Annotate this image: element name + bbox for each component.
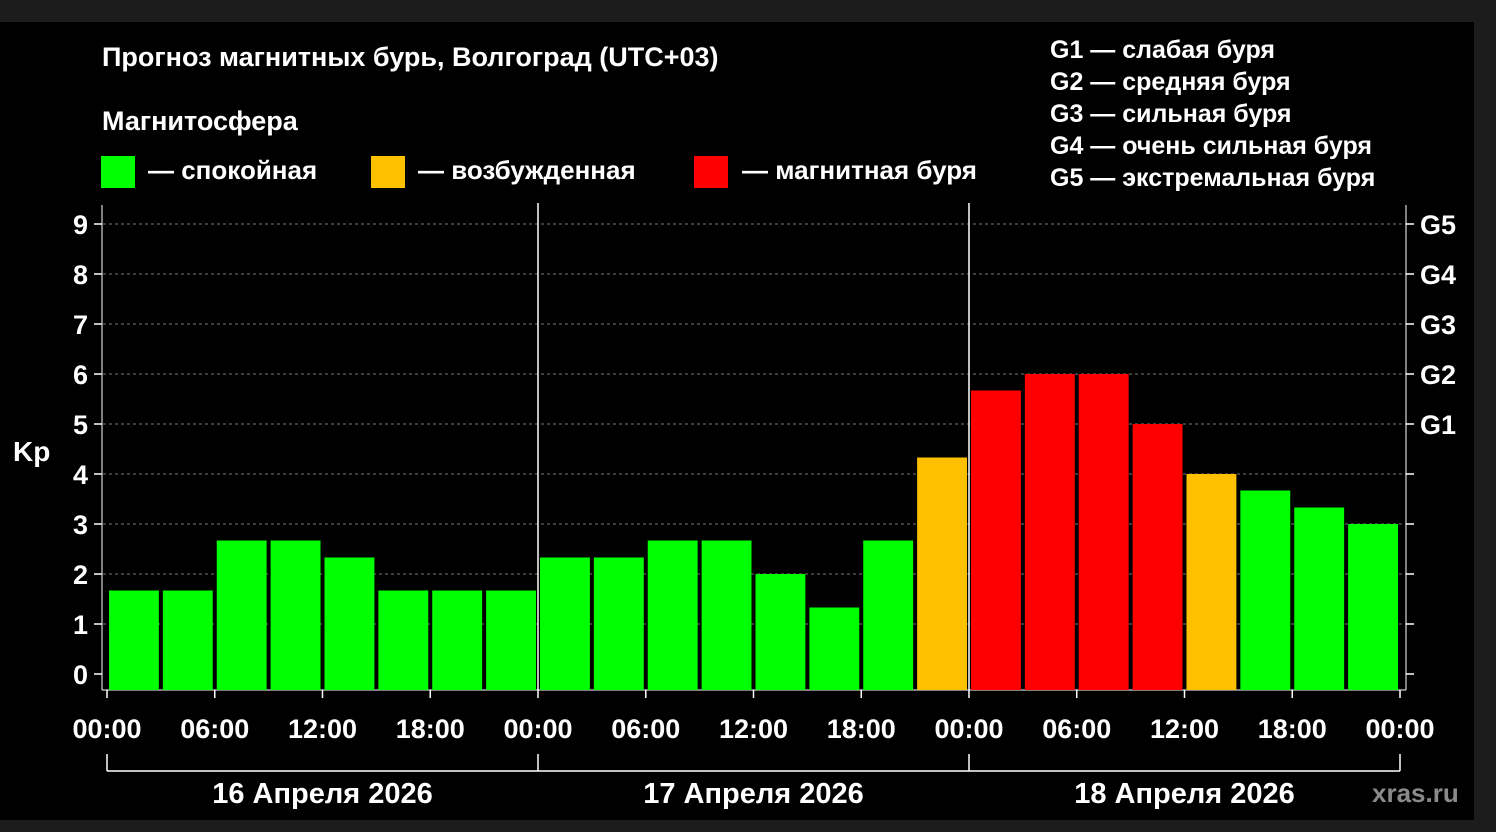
kp-bar	[270, 540, 321, 690]
y-tick-label: 8	[73, 260, 88, 290]
x-tick-label: 00:00	[503, 714, 572, 744]
kp-bar	[917, 457, 967, 690]
chart-subtitle: Магнитосфера	[102, 106, 298, 136]
y-tick-label: 2	[73, 560, 88, 590]
day-label: 17 Апреля 2026	[643, 778, 864, 810]
legend-swatch-excited	[371, 156, 405, 188]
y-tick-label: 1	[73, 610, 88, 640]
x-tick-label: 18:00	[396, 714, 465, 744]
x-tick-label: 00:00	[934, 714, 1003, 744]
legend-swatch-storm	[694, 156, 728, 188]
x-tick-label: 12:00	[1150, 714, 1219, 744]
legend-swatch-calm	[101, 156, 135, 188]
y-tick-label: 3	[73, 510, 88, 540]
watermark: xras.ru	[1372, 778, 1459, 808]
g-legend-g3: G3 — сильная буря	[1050, 100, 1292, 128]
kp-bar	[540, 557, 590, 690]
kp-bar	[162, 590, 213, 690]
kp-bar	[1078, 374, 1129, 690]
x-tick-label: 18:00	[827, 714, 896, 744]
y-tick-label: 5	[73, 410, 88, 440]
legend-label-storm: — магнитная буря	[742, 155, 977, 185]
kp-bar	[432, 590, 483, 690]
g-legend-g2: G2 — средняя буря	[1050, 68, 1291, 96]
kp-bar	[593, 557, 644, 690]
g-legend-g1: G1 — слабая буря	[1050, 36, 1276, 64]
kp-bar	[109, 590, 159, 690]
x-tick-label: 00:00	[1365, 714, 1434, 744]
kp-bar	[1024, 374, 1075, 690]
g-level-label: G3	[1420, 310, 1456, 340]
y-tick-label: 0	[73, 660, 88, 690]
kp-bar	[216, 540, 267, 690]
g-level-label: G2	[1420, 360, 1456, 390]
x-tick-label: 06:00	[1042, 714, 1111, 744]
kp-bar	[324, 557, 375, 690]
kp-bar	[1240, 490, 1291, 690]
kp-bar	[1348, 524, 1398, 690]
y-tick-label: 4	[73, 460, 88, 490]
y-axis-label: Kp	[13, 436, 50, 467]
x-tick-label: 00:00	[72, 714, 141, 744]
kp-bar	[863, 540, 914, 690]
x-tick-label: 06:00	[180, 714, 249, 744]
g-level-label: G5	[1420, 210, 1456, 240]
y-tick-label: 7	[73, 310, 88, 340]
kp-bar	[971, 390, 1021, 690]
kp-bar	[378, 590, 429, 690]
kp-bar	[647, 540, 698, 690]
kp-bar	[701, 540, 752, 690]
kp-bar	[809, 607, 860, 690]
x-tick-label: 06:00	[611, 714, 680, 744]
kp-bar	[486, 590, 536, 690]
day-label: 18 Апреля 2026	[1074, 778, 1295, 810]
x-tick-label: 18:00	[1258, 714, 1327, 744]
kp-bar	[1186, 474, 1237, 690]
kp-bar	[755, 574, 806, 690]
x-tick-label: 12:00	[288, 714, 357, 744]
chart-title: Прогноз магнитных бурь, Волгоград (UTC+0…	[102, 42, 719, 72]
day-label: 16 Апреля 2026	[212, 778, 433, 810]
g-legend-g5: G5 — экстремальная буря	[1050, 164, 1376, 192]
kp-bar	[1294, 507, 1345, 690]
y-tick-label: 6	[73, 360, 88, 390]
kp-bar	[1132, 424, 1183, 690]
x-tick-label: 12:00	[719, 714, 788, 744]
legend-label-excited: — возбужденная	[418, 155, 636, 185]
y-tick-label: 9	[73, 210, 88, 240]
g-legend-g4: G4 — очень сильная буря	[1050, 132, 1372, 160]
g-level-label: G4	[1420, 260, 1456, 290]
legend-label-calm: — спокойная	[148, 155, 318, 185]
g-level-label: G1	[1420, 410, 1456, 440]
